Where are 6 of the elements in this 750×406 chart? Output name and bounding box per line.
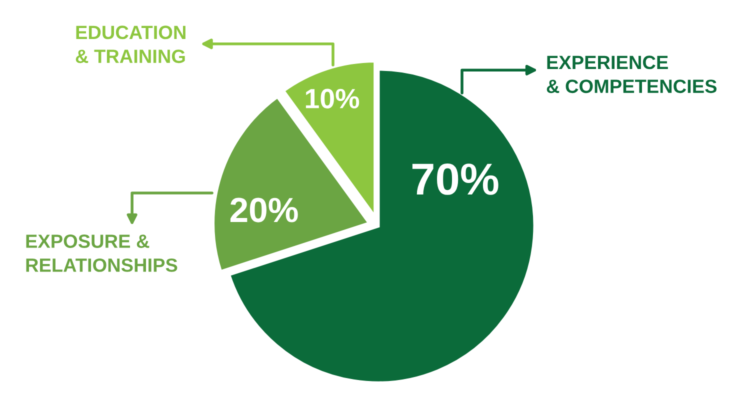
slice-label: EDUCATION & TRAINING <box>76 26 186 64</box>
data-label: 20% <box>230 198 298 222</box>
data-label: 10% <box>306 88 360 108</box>
data-label: 70% <box>412 163 498 195</box>
slice-label: EXPOSURE & RELATIONSHIPS <box>26 234 178 272</box>
legend-label: EXPERIENCE & COMPETENCIES <box>546 56 717 94</box>
